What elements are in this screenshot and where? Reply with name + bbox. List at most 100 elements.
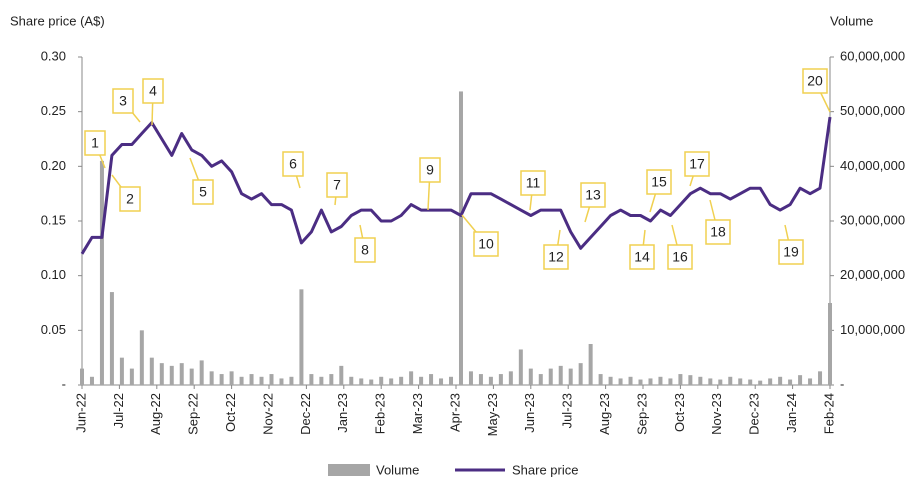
volume-bar: [309, 374, 314, 385]
volume-bar: [768, 378, 773, 385]
volume-bar: [698, 376, 703, 385]
volume-bar: [189, 368, 194, 385]
volume-bar: [169, 365, 174, 385]
y2-tick-label: 20,000,000: [840, 267, 905, 282]
volume-bar: [808, 378, 813, 385]
volume-bar: [498, 374, 503, 385]
volume-bar: [648, 378, 653, 385]
volume-bar: [439, 378, 444, 385]
volume-bar: [728, 376, 733, 385]
x-tick-label: Jul-23: [560, 393, 575, 428]
annotation-label: 9: [426, 162, 434, 178]
annotation: 16: [667, 224, 693, 270]
x-tick-label: Nov-23: [709, 393, 724, 435]
legend-swatch: [328, 464, 370, 476]
annotation: 14: [629, 229, 655, 270]
volume-bar: [379, 376, 384, 385]
annotation-label: 12: [548, 249, 564, 265]
volume-bar: [259, 376, 264, 385]
annotation: 9: [419, 157, 441, 211]
annotation-box: [580, 182, 606, 208]
volume-bar: [199, 360, 204, 385]
annotation-box: [629, 244, 655, 270]
y-tick-label: 0.10: [41, 267, 66, 282]
volume-bar: [349, 376, 354, 385]
volume-bar: [179, 363, 184, 385]
volume-bar: [449, 376, 454, 385]
y2-tick-label: 30,000,000: [840, 212, 905, 227]
volume-bar: [818, 371, 823, 385]
volume-bar: [778, 376, 783, 385]
annotation-label: 1: [91, 135, 99, 151]
volume-bar: [718, 379, 723, 385]
volume-bar: [608, 376, 613, 385]
volume-bar: [528, 368, 533, 385]
y-tick-label: 0.25: [41, 103, 66, 118]
annotation-label: 3: [119, 93, 127, 109]
annotation: 2: [111, 174, 141, 212]
annotation-box: [354, 237, 376, 263]
x-tick-label: Oct-22: [223, 393, 238, 432]
annotation-label: 17: [689, 156, 705, 172]
annotation-box: [142, 78, 164, 104]
annotation: 19: [778, 224, 804, 265]
y2-axis-title: Volume: [830, 13, 873, 28]
volume-bar: [299, 289, 304, 385]
volume-bar: [598, 374, 603, 385]
volume-bar: [708, 378, 713, 385]
x-tick-label: Dec-23: [747, 393, 762, 435]
y-tick-label: 0.20: [41, 158, 66, 173]
annotation: 15: [646, 169, 672, 213]
volume-bar: [329, 374, 334, 385]
annotation-box: [646, 169, 672, 195]
volume-bar: [758, 380, 763, 385]
annotation-box: [192, 179, 214, 205]
volume-bar: [588, 344, 593, 385]
annotation: 18: [705, 199, 731, 245]
volume-bar: [798, 375, 803, 385]
volume-bar: [319, 376, 324, 385]
legend-label: Volume: [376, 462, 419, 477]
y2-tick-label: 60,000,000: [840, 48, 905, 63]
volume-bar: [119, 357, 124, 385]
x-tick-label: Jun-22: [73, 393, 88, 433]
volume-bar: [568, 368, 573, 385]
annotation-box: [705, 219, 731, 245]
volume-bar: [359, 378, 364, 385]
annotation: 4: [142, 78, 164, 126]
y2-tick-label: 10,000,000: [840, 322, 905, 337]
volume-bar: [518, 349, 523, 385]
x-tick-label: Jan-24: [784, 393, 799, 433]
x-tick-label: Jul-22: [111, 393, 126, 428]
volume-bar: [538, 374, 543, 385]
x-tick-label: May-23: [485, 393, 500, 436]
annotation: 12: [543, 229, 569, 270]
annotation-box: [473, 231, 499, 257]
annotation-box: [326, 172, 348, 198]
annotation: 3: [112, 88, 141, 123]
annotation-box: [119, 186, 141, 212]
annotation-box: [802, 68, 828, 94]
volume-bar: [289, 376, 294, 385]
x-tick-label: Jun-23: [522, 393, 537, 433]
annotation-label: 4: [149, 83, 157, 99]
y-tick-label: 0.15: [41, 212, 66, 227]
x-tick-label: Aug-22: [148, 393, 163, 435]
volume-bar: [419, 376, 424, 385]
volume-bar: [219, 374, 224, 385]
y2-tick-label: 40,000,000: [840, 158, 905, 173]
annotation-label: 11: [526, 175, 541, 191]
y2-tick-label: 50,000,000: [840, 103, 905, 118]
annotation: 10: [461, 214, 499, 257]
volume-bar: [149, 357, 154, 385]
y2-tick-label: -: [840, 376, 844, 391]
price-line: [80, 116, 832, 255]
y-axis-title: Share price (A$): [10, 13, 105, 28]
x-tick-label: Dec-22: [298, 393, 313, 435]
volume-bar: [239, 376, 244, 385]
annotation: 17: [684, 151, 710, 187]
annotation: 1: [84, 130, 106, 169]
volume-bar: [508, 371, 513, 385]
volume-bar: [80, 368, 84, 385]
